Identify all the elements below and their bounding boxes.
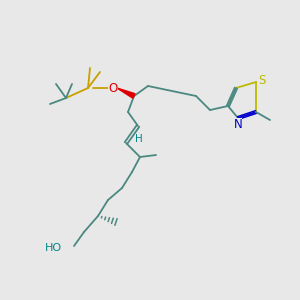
Text: O: O bbox=[108, 82, 118, 94]
Text: HO: HO bbox=[45, 243, 62, 253]
Polygon shape bbox=[117, 88, 135, 98]
Text: N: N bbox=[234, 118, 242, 130]
Text: H: H bbox=[135, 134, 143, 144]
Text: S: S bbox=[258, 74, 266, 88]
